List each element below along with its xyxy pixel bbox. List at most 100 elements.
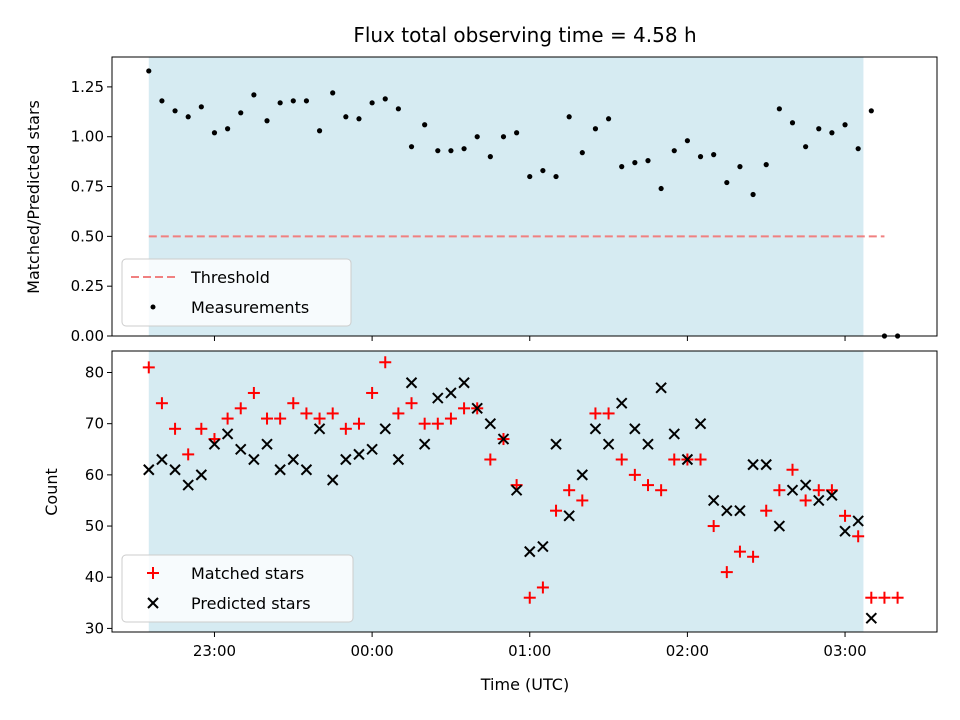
measurement-point xyxy=(697,154,704,160)
matched-star-point xyxy=(589,407,602,420)
measurement-point xyxy=(369,100,375,106)
matched-star-point xyxy=(182,448,195,461)
measurement-point xyxy=(514,130,520,136)
measurement-point xyxy=(540,167,546,174)
x-tick-label: 00:00 xyxy=(350,642,393,660)
matched-stars-legend-label: Matched stars xyxy=(191,564,304,583)
matched-star-point xyxy=(155,397,168,410)
predicted-star-point xyxy=(602,438,615,450)
predicted-star-point xyxy=(852,515,864,527)
predicted-star-point xyxy=(235,443,247,455)
predicted-star-point xyxy=(786,484,799,496)
predicted-star-point xyxy=(734,504,746,517)
measurement-point xyxy=(435,148,441,154)
matched-star-point xyxy=(576,494,589,507)
matched-star-point xyxy=(379,356,392,369)
matched-stars-legend-marker xyxy=(147,567,159,579)
predicted-star-point xyxy=(747,458,759,471)
chart-title: Flux total observing time = 4.58 h xyxy=(353,23,696,47)
measurement-point xyxy=(592,126,599,132)
top-legend: Threshold Measurements xyxy=(121,258,352,327)
predicted-star-point xyxy=(497,433,510,445)
top-y-ticks: 0.00 0.25 0.50 0.75 1.00 1.25 xyxy=(71,78,112,345)
matched-star-point xyxy=(563,484,576,497)
predicted-star-point xyxy=(248,453,260,466)
measurement-point xyxy=(146,68,152,74)
predicted-star-point xyxy=(445,387,457,399)
matched-star-point xyxy=(655,484,668,497)
measurement-point xyxy=(868,108,874,114)
predicted-star-point xyxy=(274,464,286,476)
predicted-star-point xyxy=(353,448,365,461)
matched-star-point xyxy=(760,504,773,517)
measurement-point xyxy=(750,191,756,198)
predicted-star-point xyxy=(839,525,851,537)
bottom-y-tick-label: 40 xyxy=(85,568,104,586)
predicted-star-point xyxy=(537,540,549,553)
measurements-legend-marker xyxy=(150,304,156,310)
predicted-stars-legend-label: Predicted stars xyxy=(191,594,311,613)
top-legend-box xyxy=(121,258,352,327)
matched-star-point xyxy=(300,407,313,420)
predicted-star-point xyxy=(655,382,667,394)
predicted-star-point xyxy=(629,423,641,435)
measurement-point xyxy=(225,126,231,132)
matched-star-point xyxy=(839,509,852,522)
matched-star-point xyxy=(733,545,746,558)
measurement-point xyxy=(395,106,401,112)
predicted-star-point xyxy=(484,417,497,430)
matched-star-point xyxy=(274,412,287,425)
matched-star-point xyxy=(287,397,300,410)
measurement-point xyxy=(330,90,336,96)
bottom-y-ticks: 30 40 50 60 70 80 xyxy=(85,363,112,637)
measurement-point xyxy=(408,144,415,150)
predicted-star-point xyxy=(432,392,444,404)
measurements-points xyxy=(146,68,901,339)
bottom-y-tick-label: 30 xyxy=(85,619,104,637)
top-y-tick-label: 1.25 xyxy=(71,78,104,96)
bottom-y-tick-label: 60 xyxy=(85,466,104,484)
measurement-point xyxy=(422,122,428,128)
measurement-point xyxy=(474,134,480,140)
bottom-axes-frame xyxy=(111,350,938,633)
matched-star-point xyxy=(405,397,418,410)
matched-star-point xyxy=(418,417,431,430)
predicted-star-point xyxy=(143,464,155,476)
matched-star-point xyxy=(812,484,825,497)
matched-star-point xyxy=(366,386,379,399)
predicted-star-point xyxy=(865,612,878,624)
predicted-star-point xyxy=(642,438,654,450)
measurement-point xyxy=(553,173,559,180)
predicted-star-point xyxy=(471,402,483,415)
predicted-star-point xyxy=(694,417,707,430)
predicted-star-point xyxy=(156,453,168,466)
matched-star-point xyxy=(326,407,339,420)
matched-star-point xyxy=(550,504,563,517)
top-y-tick-label: 0.00 xyxy=(71,327,104,345)
predicted-star-point xyxy=(169,464,181,476)
measurement-point xyxy=(711,152,717,158)
matched-star-point xyxy=(786,463,799,476)
matched-star-point xyxy=(865,591,878,604)
threshold-legend-label: Threshold xyxy=(190,268,270,287)
matched-star-point xyxy=(878,591,891,604)
measurement-point xyxy=(356,116,362,122)
bottom-y-tick-label: 70 xyxy=(85,415,104,433)
matched-star-point xyxy=(602,407,615,420)
predicted-star-point xyxy=(326,474,339,486)
predicted-stars-points xyxy=(143,377,878,624)
predicted-star-point xyxy=(458,377,470,389)
x-tick-label: 03:00 xyxy=(823,642,866,660)
x-tick-label: 02:00 xyxy=(666,642,709,660)
measurement-point xyxy=(172,108,178,114)
matched-star-point xyxy=(313,412,326,425)
predicted-star-point xyxy=(340,453,352,466)
predicted-star-point xyxy=(773,520,786,532)
matched-star-point xyxy=(169,422,182,435)
matched-star-point xyxy=(852,530,865,543)
measurement-point xyxy=(829,130,835,136)
predicted-star-point xyxy=(510,484,523,496)
predicted-star-point xyxy=(563,510,575,522)
matched-star-point xyxy=(247,386,260,399)
